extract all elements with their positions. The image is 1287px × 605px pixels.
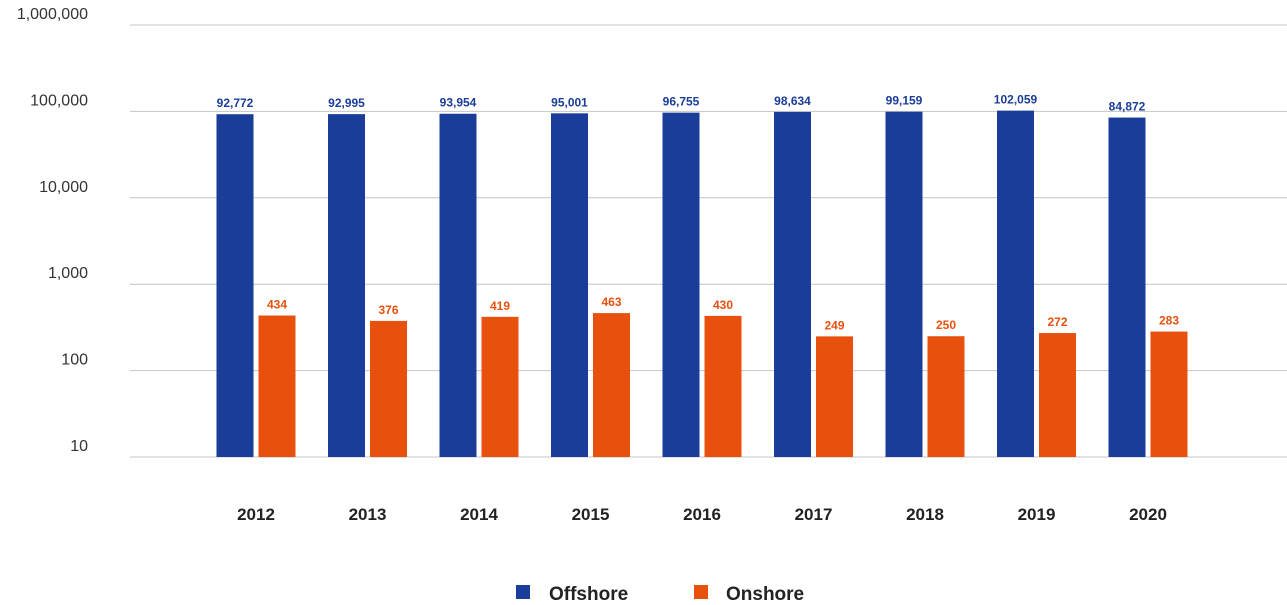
data-label-onshore-2017: 249	[824, 318, 844, 332]
bar-offshore-2017	[774, 111, 811, 457]
bar-offshore-2015	[551, 113, 588, 458]
data-label-onshore-2019: 272	[1047, 315, 1067, 329]
data-label-offshore-2016: 96,755	[663, 95, 700, 109]
data-label-offshore-2013: 92,995	[328, 96, 365, 110]
bar-onshore-2015	[593, 313, 630, 457]
x-tick-label: 2018	[906, 505, 944, 524]
data-label-onshore-2015: 463	[601, 295, 621, 309]
y-axis-ticks: 10 100 1,000 10,000 100,000 1,000,000	[17, 6, 88, 455]
data-label-onshore-2016: 430	[713, 298, 733, 312]
bar-onshore-2017	[816, 336, 853, 457]
x-tick-label: 2019	[1018, 505, 1056, 524]
x-tick-label: 2016	[683, 505, 721, 524]
x-tick-label: 2014	[460, 505, 498, 524]
bar-offshore-2016	[662, 112, 700, 457]
legend-swatch-offshore	[516, 585, 530, 599]
bar-onshore-2014	[481, 316, 519, 457]
data-label-offshore-2020: 84,872	[1109, 100, 1146, 114]
legend-swatch-onshore	[694, 585, 708, 599]
data-label-offshore-2018: 99,159	[886, 94, 923, 108]
x-tick-label: 2013	[349, 505, 387, 524]
x-tick-label: 2017	[795, 505, 833, 524]
bar-offshore-2014	[439, 113, 477, 458]
bar-onshore-2016	[704, 315, 742, 457]
bars	[216, 110, 1188, 458]
bar-onshore-2020	[1150, 331, 1188, 457]
bar-offshore-2018	[885, 111, 923, 457]
bar-offshore-2012	[216, 114, 254, 457]
bar-onshore-2012	[258, 315, 296, 457]
data-label-onshore-2018: 250	[936, 318, 956, 332]
bar-onshore-2019	[1039, 333, 1076, 457]
y-tick-label: 100,000	[30, 92, 88, 109]
y-tick-label: 1,000	[48, 265, 88, 282]
x-tick-label: 2020	[1129, 505, 1167, 524]
y-tick-label: 1,000,000	[17, 6, 88, 23]
bar-onshore-2013	[370, 320, 407, 457]
legend: Offshore Onshore	[516, 584, 804, 605]
data-label-onshore-2020: 283	[1159, 314, 1179, 328]
data-label-onshore-2012: 434	[267, 298, 287, 312]
gridlines	[130, 24, 1287, 458]
x-tick-label: 2015	[572, 505, 610, 524]
bar-offshore-2020	[1108, 117, 1146, 458]
data-label-offshore-2012: 92,772	[217, 96, 254, 110]
data-label-offshore-2015: 95,001	[551, 95, 588, 109]
data-label-offshore-2019: 102,059	[994, 93, 1038, 107]
x-axis-ticks: 2012 2013 2014 2015 2016 2017 2018 2019 2020	[237, 505, 1167, 524]
data-label-onshore-2013: 376	[378, 303, 398, 317]
data-labels: 92,772 434 92,995 376 93,954 419 95,001 463 96,7…	[217, 93, 1180, 333]
data-label-onshore-2014: 419	[490, 299, 510, 313]
bar-offshore-2019	[997, 110, 1034, 457]
x-tick-label: 2012	[237, 505, 275, 524]
data-label-offshore-2014: 93,954	[440, 96, 477, 110]
y-tick-label: 10	[70, 438, 88, 455]
legend-label-onshore: Onshore	[726, 584, 804, 605]
y-tick-label: 100	[61, 352, 88, 369]
legend-label-offshore: Offshore	[549, 584, 628, 605]
data-label-offshore-2017: 98,634	[774, 94, 811, 108]
y-tick-label: 10,000	[39, 179, 88, 196]
bar-onshore-2018	[927, 336, 965, 457]
bar-offshore-2013	[328, 114, 365, 457]
